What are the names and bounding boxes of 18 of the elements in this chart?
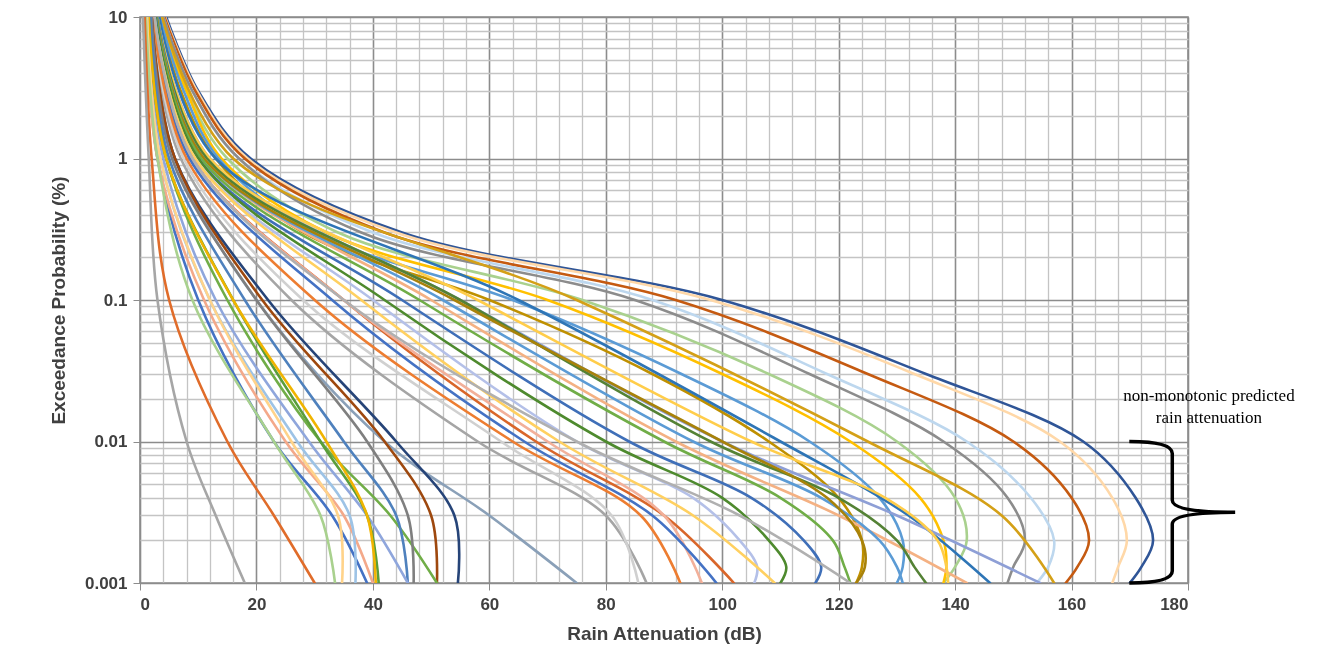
x-tick-label: 160 [1057,594,1087,614]
y-tick-label: 0.001 [84,573,128,593]
x-tick-label: 20 [247,594,267,614]
x-axis-title: Rain Attenuation (dB) [567,622,762,644]
x-tick-label: 140 [941,594,970,614]
x-tick-label: 0 [140,594,150,614]
x-tick-label: 80 [596,594,616,614]
x-tick-label: 40 [363,594,383,614]
y-tick-label: 0.1 [103,290,128,310]
x-tick-label: 120 [824,594,854,614]
x-tick-label: 60 [480,594,500,614]
annotation: non-monotonic predicted rain attenuation [1123,385,1296,427]
y-tick-label: 10 [108,7,128,27]
x-tick-label: 100 [708,594,737,614]
x-tick-label: 180 [1160,594,1189,614]
y-tick-label: 0.01 [94,432,128,451]
y-axis-title: Exceedance Probability (%) [47,176,69,425]
y-tick-label: 1 [118,149,128,168]
